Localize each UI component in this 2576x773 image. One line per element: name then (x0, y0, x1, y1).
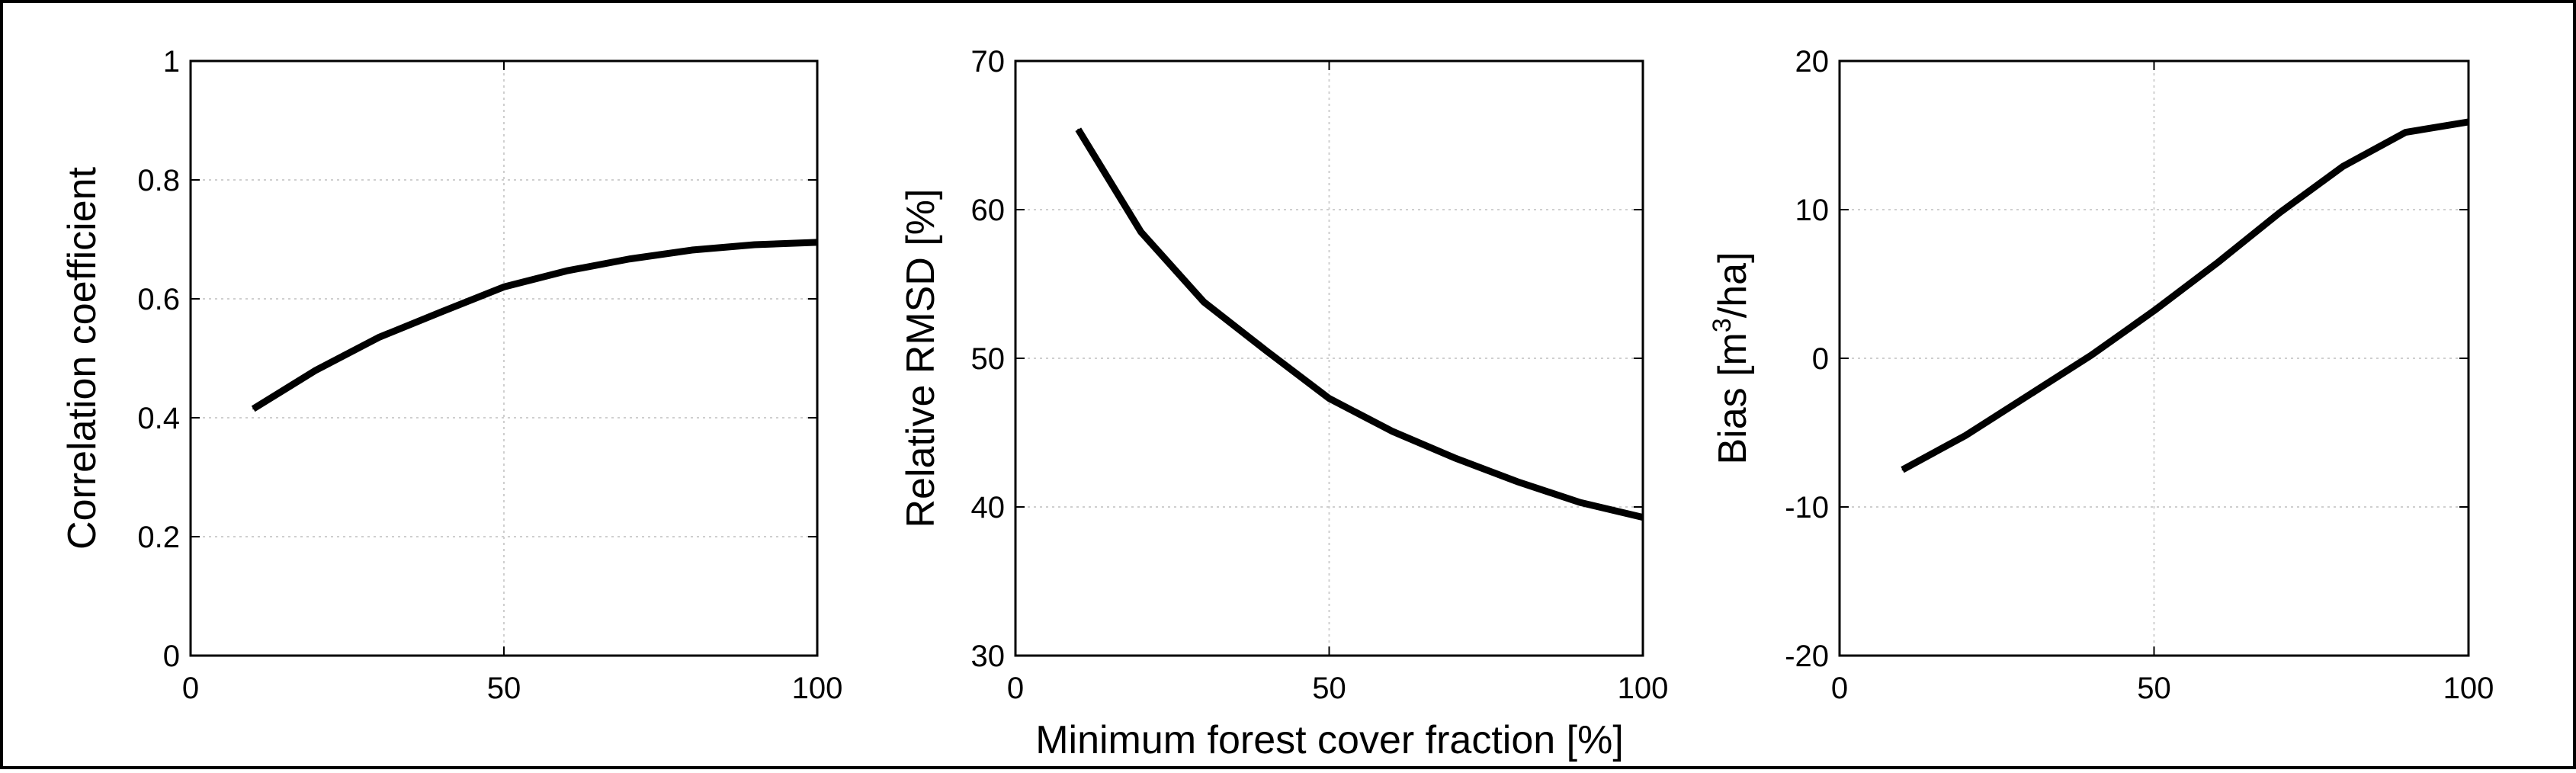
chart-panel-1: 0 50 100 0 0.2 0.4 0.6 0.8 1 Correlation coeffici… (60, 45, 842, 705)
data-point (2342, 165, 2343, 168)
y-tick-label: 0.2 (137, 521, 180, 554)
y-tick-label: 60 (971, 194, 1006, 227)
x-axis-title: Minimum forest cover fraction [%] (1035, 718, 1624, 762)
chart-panel-3: 0 50 100 -20 -10 0 10 20 Bias [m3/ha] (1708, 45, 2494, 705)
x-tick-label: 100 (1618, 672, 1669, 705)
y-tick-label: 40 (971, 491, 1006, 524)
chart-panel-2: 0 50 100 30 40 50 60 70 Relative RMSD [%] (899, 45, 1668, 705)
y-tick-label: 1 (163, 45, 180, 79)
data-point (1140, 231, 1142, 233)
y-axis-title: Correlation coefficient (60, 166, 104, 550)
y-tick-label: 0.4 (137, 402, 180, 435)
y-axis-title: Relative RMSD [%] (899, 189, 943, 528)
y-axis-title: Bias [m3/ha] (1708, 252, 1755, 464)
data-point (440, 311, 442, 313)
x-tick-label: 100 (792, 672, 843, 705)
y-tick-label: 50 (971, 342, 1006, 376)
data-point (628, 258, 630, 260)
data-point (2404, 131, 2407, 133)
y-tick-label: 20 (1795, 45, 1830, 79)
data-point (753, 244, 755, 246)
x-tick-label: 50 (1312, 672, 1346, 705)
data-point (566, 270, 568, 272)
series-line-1 (1075, 127, 1644, 521)
data-point (816, 241, 818, 243)
data-point (1642, 516, 1644, 518)
data-point (691, 249, 693, 252)
x-tick-label: 0 (1007, 672, 1024, 705)
x-tick-label: 0 (182, 672, 199, 705)
x-tick-label: 100 (2443, 672, 2494, 705)
y-tick-label: 10 (1795, 194, 1830, 227)
data-point (2090, 354, 2092, 357)
y-tick-label: 0 (163, 640, 180, 673)
data-point (2216, 262, 2218, 265)
data-point (1965, 435, 1966, 437)
y-tick-label: -20 (1785, 640, 1829, 673)
data-point (2468, 120, 2469, 123)
data-point (2279, 211, 2281, 213)
y-tick-label: 0.6 (137, 283, 180, 316)
data-point (315, 369, 317, 371)
data-point (2027, 394, 2029, 396)
y-tick-label: 30 (971, 640, 1006, 673)
data-point (503, 286, 505, 288)
data-point (1077, 128, 1079, 130)
y-tick-label: 70 (971, 45, 1006, 79)
x-tick-label: 50 (487, 672, 521, 705)
data-point (2153, 310, 2155, 312)
data-point (1516, 480, 1519, 483)
series-line-1 (251, 239, 818, 412)
data-point (1901, 469, 1904, 471)
data-point (1454, 457, 1456, 459)
series-line-1 (1901, 118, 2469, 473)
x-tick-label: 0 (1831, 672, 1848, 705)
y-tick-label: -10 (1785, 491, 1829, 524)
data-point (1391, 430, 1393, 432)
data-point (1202, 300, 1205, 303)
y-tick-label: 0.8 (137, 164, 180, 197)
data-point (1579, 502, 1581, 504)
y-tick-label: 0 (1812, 342, 1829, 376)
data-point (1328, 397, 1330, 399)
data-point (252, 408, 255, 410)
data-point (377, 336, 380, 338)
data-point (1266, 350, 1268, 352)
x-tick-label: 50 (2137, 672, 2171, 705)
